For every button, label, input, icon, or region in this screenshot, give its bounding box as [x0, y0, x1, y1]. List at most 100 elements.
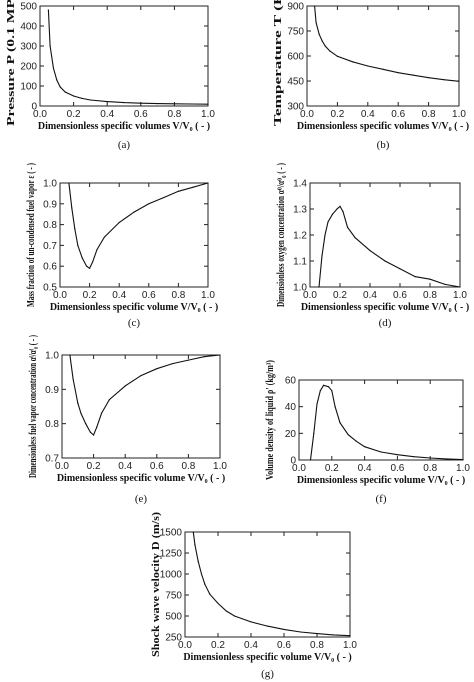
data-point	[413, 456, 415, 458]
x-tick-label: 0.4	[112, 290, 126, 301]
y-tick-label: 750	[165, 591, 182, 602]
x-tick-label: 0.6	[390, 463, 404, 474]
data-point	[446, 458, 448, 460]
data-point	[266, 625, 269, 627]
plot-frame	[61, 354, 221, 459]
data-point	[72, 378, 74, 380]
x-axis-label: Dimensionless specific volume V/V₀ ( - )	[57, 473, 225, 484]
data-point	[56, 79, 58, 81]
data-point	[347, 434, 349, 436]
data-series-line	[69, 354, 221, 436]
data-point	[91, 261, 94, 263]
data-point	[133, 211, 135, 213]
y-tick-label: 1.3	[293, 205, 307, 216]
x-tick-label: 0.6	[393, 290, 407, 301]
data-point	[309, 459, 312, 461]
data-series-line	[314, 5, 460, 82]
panel-caption: (b)	[377, 139, 390, 151]
plot-frame	[184, 531, 351, 638]
data-point	[414, 276, 416, 278]
y-tick-label: 1.2	[293, 231, 307, 242]
data-point	[64, 91, 66, 93]
data-point	[462, 459, 464, 461]
data-point	[336, 55, 338, 57]
data-point	[318, 33, 320, 35]
data-point	[74, 228, 76, 230]
y-tick-label: 0	[290, 456, 296, 467]
data-point	[459, 286, 461, 288]
x-tick-label: 0.4	[100, 109, 114, 120]
data-point	[49, 45, 51, 47]
chart-g: 0.0 0.2 0.4 0.6 0.8 1.0 250 500 750 1000 1250 1500 D…	[151, 512, 357, 680]
data-point	[52, 67, 55, 69]
y-axis-label: Shock wave velocity D (m/s)	[151, 512, 162, 657]
data-point	[100, 412, 103, 414]
data-point	[352, 61, 354, 63]
y-tick-label: 400	[20, 22, 37, 33]
data-point	[225, 610, 227, 612]
plot-frame	[298, 379, 464, 461]
data-point	[77, 402, 79, 404]
data-point	[349, 635, 351, 637]
panel-caption: (c)	[128, 317, 141, 329]
y-tick-label: 0.7	[43, 241, 57, 252]
x-tick-label: 0.4	[363, 290, 377, 301]
data-point	[327, 221, 329, 223]
data-series-line	[309, 384, 464, 461]
data-point	[108, 399, 110, 401]
x-tick-label: 1.0	[201, 290, 215, 301]
data-point	[197, 560, 199, 563]
data-point	[429, 457, 431, 459]
data-point	[172, 362, 174, 365]
y-tick-label: 250	[165, 633, 182, 644]
x-tick-label: 0.2	[67, 109, 81, 120]
data-point	[80, 412, 82, 414]
data-point	[190, 103, 192, 105]
data-point	[336, 208, 338, 210]
data-point	[331, 213, 334, 215]
data-series-line	[192, 531, 351, 637]
data-point	[219, 354, 221, 356]
plot-frame	[59, 182, 209, 288]
data-point	[118, 221, 120, 224]
y-tick-label: 1250	[160, 549, 183, 560]
y-tick-label: 0.5	[43, 283, 57, 294]
data-point	[81, 97, 83, 99]
y-tick-label: 600	[287, 52, 304, 63]
data-point	[429, 278, 431, 280]
data-point	[192, 186, 194, 188]
data-point	[233, 615, 236, 617]
y-tick-label: 300	[20, 42, 37, 53]
x-axis-label: Dimensionless specific volume V/V₀ ( - )	[301, 302, 469, 313]
data-point	[444, 283, 446, 285]
data-point	[380, 451, 382, 453]
x-tick-label: 1.0	[452, 109, 466, 120]
x-tick-label: 0.4	[118, 461, 132, 472]
x-tick-label: 0.2	[87, 461, 101, 472]
x-tick-label: 0.6	[142, 290, 156, 301]
chart-a: 0.0 0.2 0.4 0.6 0.8 1.0 0 100 200 300 400 500 Dimens…	[6, 0, 215, 151]
data-series-line	[68, 182, 209, 270]
data-point	[369, 250, 371, 252]
x-tick-label: 0.8	[423, 463, 437, 474]
data-point	[342, 211, 344, 213]
x-tick-label: 0.6	[134, 109, 148, 120]
x-tick-label: 0.0	[53, 290, 67, 301]
data-point	[399, 268, 401, 270]
data-point	[59, 86, 61, 88]
data-point	[382, 68, 384, 70]
chart-b: 0.0 0.2 0.4 0.6 0.8 1.0 300 450 600 750 900 Dimensi…	[273, 0, 469, 151]
x-tick-label: 0.0	[292, 463, 306, 474]
y-tick-label: 0.9	[43, 199, 57, 210]
y-axis-label: Volume density of liquid ρʹ (kg/m³)	[265, 360, 276, 480]
data-point	[314, 5, 316, 7]
y-axis-label: Dimensionless fuel vapor concentration α…	[28, 335, 39, 478]
data-point	[354, 237, 356, 239]
y-tick-label: 0.8	[43, 220, 57, 231]
data-point	[329, 50, 331, 52]
x-tick-label: 0.6	[150, 461, 164, 472]
data-point	[209, 593, 211, 595]
x-tick-label: 1.0	[201, 109, 215, 120]
data-point	[364, 446, 366, 448]
x-axis-label: Dimensionless specific volume V/V₀ ( - )	[50, 302, 218, 313]
